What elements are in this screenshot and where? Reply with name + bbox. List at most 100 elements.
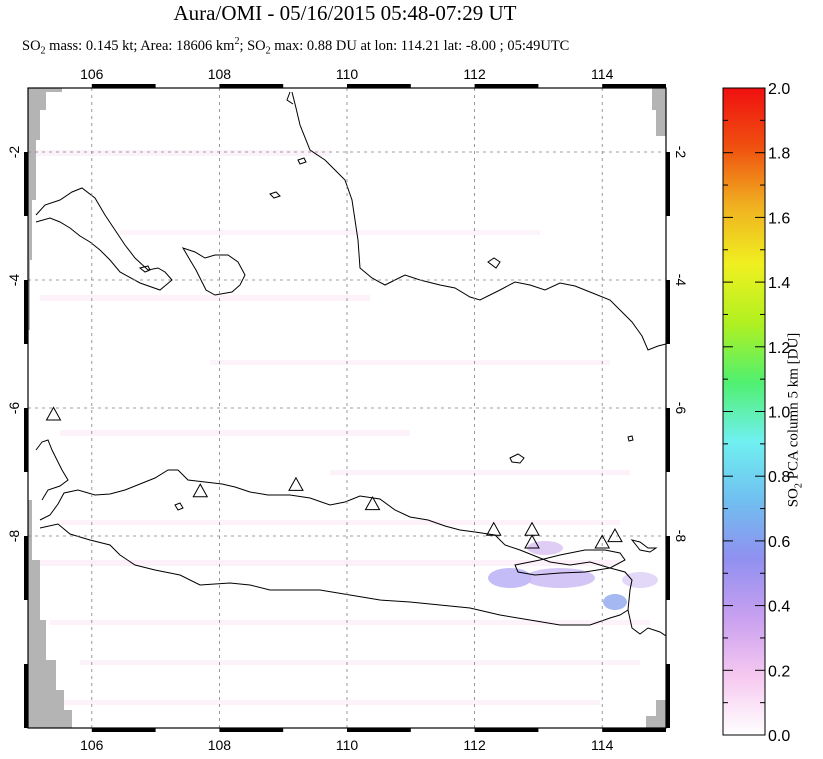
colorbar-label-1.8: 1.8 bbox=[768, 146, 790, 163]
subtitle-area-sup: 2 bbox=[234, 36, 240, 47]
border-bar-bottom bbox=[474, 728, 539, 732]
lat-right-label--4: -4 bbox=[673, 274, 689, 287]
map-border-bars bbox=[24, 84, 670, 732]
volcano-9-marker bbox=[607, 527, 623, 543]
subtitle-mass-sub: 2 bbox=[40, 45, 46, 57]
volcano-1-marker bbox=[45, 406, 62, 421]
border-bar-right bbox=[666, 664, 670, 728]
coast-borneo-bump bbox=[286, 91, 294, 105]
border-bar-left bbox=[24, 536, 28, 600]
border-bar-bottom bbox=[602, 728, 666, 732]
coast-bali bbox=[630, 539, 658, 553]
border-bar-top bbox=[219, 84, 284, 88]
coast-java bbox=[39, 469, 666, 637]
coast-island-5 bbox=[174, 502, 184, 511]
lon-bottom-label-108: 108 bbox=[208, 737, 232, 753]
map-data-layer bbox=[28, 88, 666, 728]
colorbar-label-1.6: 1.6 bbox=[768, 210, 790, 227]
lat-left-label--2: -2 bbox=[6, 146, 22, 159]
coastlines bbox=[35, 91, 666, 637]
colorbar-tick-labels: 0.0 0.2 0.4 0.6 0.8 1.0 1.2 1.4 1.6 1.8 2.0 bbox=[768, 81, 790, 745]
border-bar-left bbox=[24, 664, 28, 728]
border-bar-top bbox=[347, 84, 411, 88]
volcano-8-marker bbox=[594, 534, 611, 549]
volcano-2-marker bbox=[192, 483, 209, 498]
colorbar-label-1.0: 1.0 bbox=[768, 405, 790, 422]
colorbar-label-prefix: SO bbox=[785, 488, 802, 508]
missing-data-right-bottom bbox=[646, 700, 666, 728]
lat-left-label--6: -6 bbox=[6, 402, 22, 415]
lon-bottom-labels: 106 108 110 112 114 bbox=[80, 737, 613, 753]
border-bar-bottom bbox=[219, 728, 284, 732]
colorbar-label-0.0: 0.0 bbox=[768, 728, 790, 745]
lat-right-label--6: -6 bbox=[673, 402, 689, 415]
map-subtitle: SO2 mass: 0.145 kt; Area: 18606 km2; SO2… bbox=[22, 36, 569, 57]
border-bar-right bbox=[666, 408, 670, 472]
missing-data-left-bottom bbox=[28, 500, 72, 728]
colorbar-label-1.4: 1.4 bbox=[768, 275, 790, 292]
border-bar-left bbox=[24, 408, 28, 472]
lon-bottom-label-110: 110 bbox=[336, 737, 359, 753]
border-bar-bottom bbox=[91, 728, 156, 732]
border-bar-top bbox=[602, 84, 666, 88]
coast-island-1 bbox=[269, 191, 281, 199]
border-bar-top bbox=[474, 84, 539, 88]
lon-top-label-114: 114 bbox=[591, 66, 614, 82]
gridlines bbox=[28, 88, 666, 728]
border-bar-left bbox=[24, 280, 28, 344]
lat-right-label--2: -2 bbox=[673, 146, 689, 159]
coast-borneo-south bbox=[291, 91, 666, 351]
lon-bottom-label-106: 106 bbox=[80, 737, 104, 753]
lat-right-labels: -2 -4 -6 -8 bbox=[673, 146, 689, 543]
so2-background-streaks bbox=[30, 150, 650, 705]
lon-bottom-label-114: 114 bbox=[591, 737, 614, 753]
lon-top-label-108: 108 bbox=[208, 66, 232, 82]
lon-top-labels: 106 108 110 112 114 bbox=[80, 66, 613, 82]
border-bar-bottom bbox=[347, 728, 411, 732]
lon-top-label-112: 112 bbox=[463, 66, 486, 82]
colorbar-label-sub: 2 bbox=[793, 483, 805, 489]
coast-island-3 bbox=[297, 157, 307, 165]
lat-left-labels: -2 -4 -6 -8 bbox=[6, 146, 22, 543]
lon-bottom-label-112: 112 bbox=[463, 737, 486, 753]
missing-data-left bbox=[28, 88, 62, 330]
subtitle-max-prefix: ; SO bbox=[239, 37, 266, 54]
subtitle-max-text: max: 0.88 DU at lon: 114.21 lat: -8.00 ;… bbox=[270, 37, 570, 54]
lon-top-label-110: 110 bbox=[336, 66, 359, 82]
so2-plume bbox=[488, 541, 658, 610]
colorbar-label-0.6: 0.6 bbox=[768, 534, 790, 551]
coast-sunda bbox=[35, 439, 69, 501]
volcano-4-marker bbox=[364, 495, 381, 511]
coast-belitung bbox=[138, 265, 151, 273]
border-bar-right bbox=[666, 536, 670, 600]
border-bar-left bbox=[24, 152, 28, 216]
colorbar-label-0.8: 0.8 bbox=[768, 469, 790, 486]
volcano-7-marker bbox=[524, 534, 540, 549]
border-bar-right bbox=[666, 280, 670, 344]
map-title: Aura/OMI - 05/16/2015 05:48-07:29 UT bbox=[173, 1, 517, 25]
missing-data-right bbox=[652, 88, 666, 136]
volcano-5-marker bbox=[485, 521, 502, 536]
coast-island-6 bbox=[627, 435, 634, 442]
lat-right-label--8: -8 bbox=[673, 530, 689, 543]
subtitle-mass-prefix: SO bbox=[22, 37, 41, 54]
colorbar-label-0.2: 0.2 bbox=[768, 663, 790, 680]
colorbar-label-0.4: 0.4 bbox=[768, 599, 790, 616]
coast-island-4 bbox=[487, 257, 501, 269]
volcano-3-marker bbox=[288, 476, 304, 491]
border-bar-top bbox=[91, 84, 156, 88]
subtitle-max-sub: 2 bbox=[265, 45, 271, 57]
colorbar-label-text: PCA column 5 km [DU] bbox=[785, 332, 802, 484]
coast-sumatra-south bbox=[35, 187, 173, 291]
coast-java-south bbox=[39, 523, 629, 626]
coast-island-2 bbox=[509, 453, 525, 464]
colorbar-label-2.0: 2.0 bbox=[768, 81, 790, 98]
subtitle-mass-text: mass: 0.145 kt; Area: 18606 km bbox=[45, 37, 235, 54]
lat-left-label--4: -4 bbox=[6, 274, 22, 287]
colorbar-ticks bbox=[723, 87, 765, 736]
coast-madura bbox=[514, 549, 626, 576]
border-bar-right bbox=[666, 152, 670, 216]
colorbar-label: SO2 PCA column 5 km [DU] bbox=[786, 333, 805, 508]
colorbar-label-1.2: 1.2 bbox=[768, 340, 790, 357]
